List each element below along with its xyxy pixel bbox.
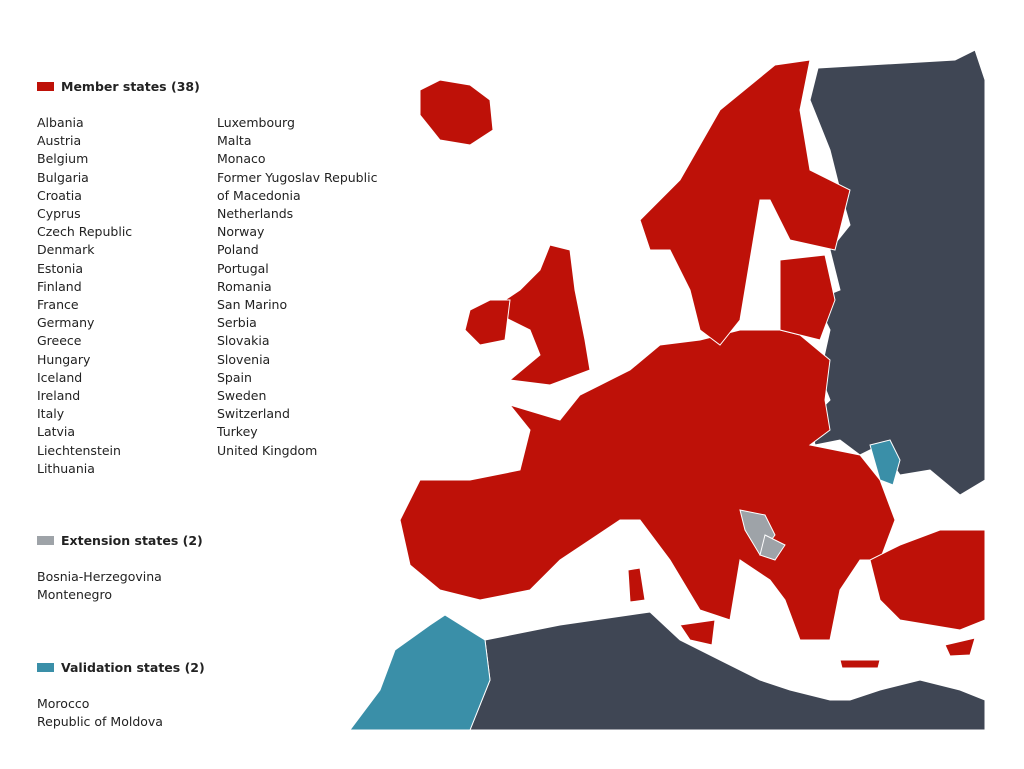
crete <box>840 660 880 668</box>
country-name: Bulgaria <box>37 169 217 187</box>
country-name: Poland <box>217 241 397 259</box>
turkey <box>870 530 985 630</box>
country-name: Italy <box>37 405 217 423</box>
country-name: Morocco <box>37 695 205 713</box>
country-name: Czech Republic <box>37 223 217 241</box>
north-africa-region <box>470 612 985 730</box>
continental-europe <box>400 330 895 640</box>
legend-member: Member states (38) AlbaniaAustriaBelgium… <box>37 78 397 478</box>
member-title: Member states (38) <box>61 79 200 94</box>
country-name: Hungary <box>37 351 217 369</box>
country-name: Croatia <box>37 187 217 205</box>
validation-swatch <box>37 663 54 672</box>
corsica-sardinia <box>628 568 645 602</box>
country-name: Slovakia <box>217 332 397 350</box>
country-name: Estonia <box>37 260 217 278</box>
country-name: Austria <box>37 132 217 150</box>
legend-extension: Extension states (2) Bosnia-HerzegovinaM… <box>37 532 203 604</box>
country-name: Netherlands <box>217 205 397 223</box>
country-name: Slovenia <box>217 351 397 369</box>
country-name: Monaco <box>217 150 397 168</box>
ireland <box>465 300 510 345</box>
extension-title: Extension states (2) <box>61 533 203 548</box>
country-name: of Macedonia <box>217 187 397 205</box>
country-name: Denmark <box>37 241 217 259</box>
legend-validation: Validation states (2) MoroccoRepublic of… <box>37 659 205 731</box>
country-name: Serbia <box>217 314 397 332</box>
country-name: Switzerland <box>217 405 397 423</box>
extension-swatch <box>37 536 54 545</box>
country-name: Malta <box>217 132 397 150</box>
country-name: Spain <box>217 369 397 387</box>
country-name: Lithuania <box>37 460 217 478</box>
country-name: Germany <box>37 314 217 332</box>
country-name: Albania <box>37 114 217 132</box>
extension-list: Bosnia-HerzegovinaMontenegro <box>37 568 203 604</box>
country-name: Portugal <box>217 260 397 278</box>
validation-list: MoroccoRepublic of Moldova <box>37 695 205 731</box>
country-name: Sweden <box>217 387 397 405</box>
country-name: Romania <box>217 278 397 296</box>
country-name: Luxembourg <box>217 114 397 132</box>
validation-title: Validation states (2) <box>61 660 205 675</box>
country-name: Montenegro <box>37 586 203 604</box>
country-name: Turkey <box>217 423 397 441</box>
member-swatch <box>37 82 54 91</box>
country-name: Finland <box>37 278 217 296</box>
country-name: Ireland <box>37 387 217 405</box>
member-list-col1: AlbaniaAustriaBelgiumBulgariaCroatiaCypr… <box>37 114 217 478</box>
country-name: Liechtenstein <box>37 442 217 460</box>
country-name: Belgium <box>37 150 217 168</box>
country-name: Bosnia-Herzegovina <box>37 568 203 586</box>
russia-region <box>810 50 985 495</box>
country-name: Republic of Moldova <box>37 713 205 731</box>
country-name: Latvia <box>37 423 217 441</box>
cyprus <box>945 638 975 656</box>
baltics <box>780 255 835 340</box>
morocco <box>350 615 490 730</box>
country-name: Cyprus <box>37 205 217 223</box>
country-name: Iceland <box>37 369 217 387</box>
sicily <box>680 620 715 645</box>
country-name: San Marino <box>217 296 397 314</box>
country-name: France <box>37 296 217 314</box>
iceland <box>420 80 493 145</box>
member-list-col2: LuxembourgMaltaMonacoFormer Yugoslav Rep… <box>217 114 397 478</box>
country-name: Greece <box>37 332 217 350</box>
country-name: Former Yugoslav Republic <box>217 169 397 187</box>
country-name: Norway <box>217 223 397 241</box>
country-name: United Kingdom <box>217 442 397 460</box>
